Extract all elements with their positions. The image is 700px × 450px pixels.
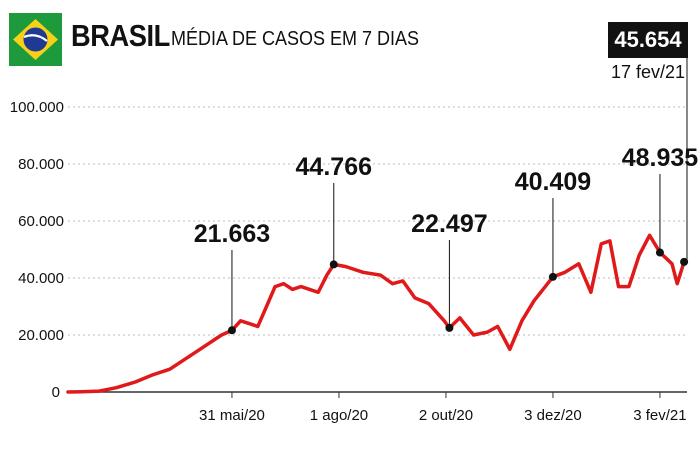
- y-tick-label: 100.000: [10, 99, 64, 116]
- x-tick-label: 3 dez/20: [524, 407, 582, 424]
- annotation-dot: [655, 248, 664, 257]
- chart-subtitle: MÉDIA DE CASOS EM 7 DIAS: [171, 28, 420, 50]
- y-tick-label: 40.000: [18, 270, 64, 287]
- gridlines: [68, 106, 687, 393]
- annotation-label: 40.409: [515, 168, 591, 196]
- annotation-dot: [445, 323, 454, 332]
- latest-value-callout: 45.654 17 fev/21: [608, 22, 688, 83]
- y-tick-label: 0: [52, 384, 60, 401]
- country-title: BRASIL: [71, 18, 170, 53]
- annotation-label: 48.935: [622, 144, 699, 172]
- annotation-label: 21.663: [194, 220, 270, 248]
- latest-value: 45.654: [608, 22, 688, 58]
- latest-value-leader: [684, 36, 688, 263]
- x-tick-label: 3 fev/21: [633, 407, 686, 424]
- annotations: 21.663 44.766 22.497 40.409 48.935: [194, 144, 699, 335]
- latest-date: 17 fev/21: [610, 62, 686, 82]
- series-line: [66, 233, 686, 394]
- y-tick-label: 80.000: [18, 156, 64, 173]
- x-axis-ticks: 31 mai/20 1 ago/20 2 out/20 3 dez/20 3 fev/2…: [199, 392, 687, 424]
- annotation-label: 44.766: [296, 153, 372, 181]
- annotation-dot: [548, 272, 557, 281]
- x-tick-label: 1 ago/20: [310, 407, 368, 424]
- annotation-dot: [329, 260, 338, 269]
- annotation-dot: [227, 326, 236, 335]
- x-tick-label: 2 out/20: [419, 407, 473, 424]
- y-tick-label: 60.000: [18, 213, 64, 230]
- x-tick-label: 31 mai/20: [199, 407, 265, 424]
- annotation-label: 22.497: [411, 210, 487, 238]
- y-axis-ticks: 0 20.000 40.000 60.000 80.000 100.000: [10, 99, 64, 401]
- brazil-flag-icon: [9, 13, 62, 66]
- y-tick-label: 20.000: [18, 327, 64, 344]
